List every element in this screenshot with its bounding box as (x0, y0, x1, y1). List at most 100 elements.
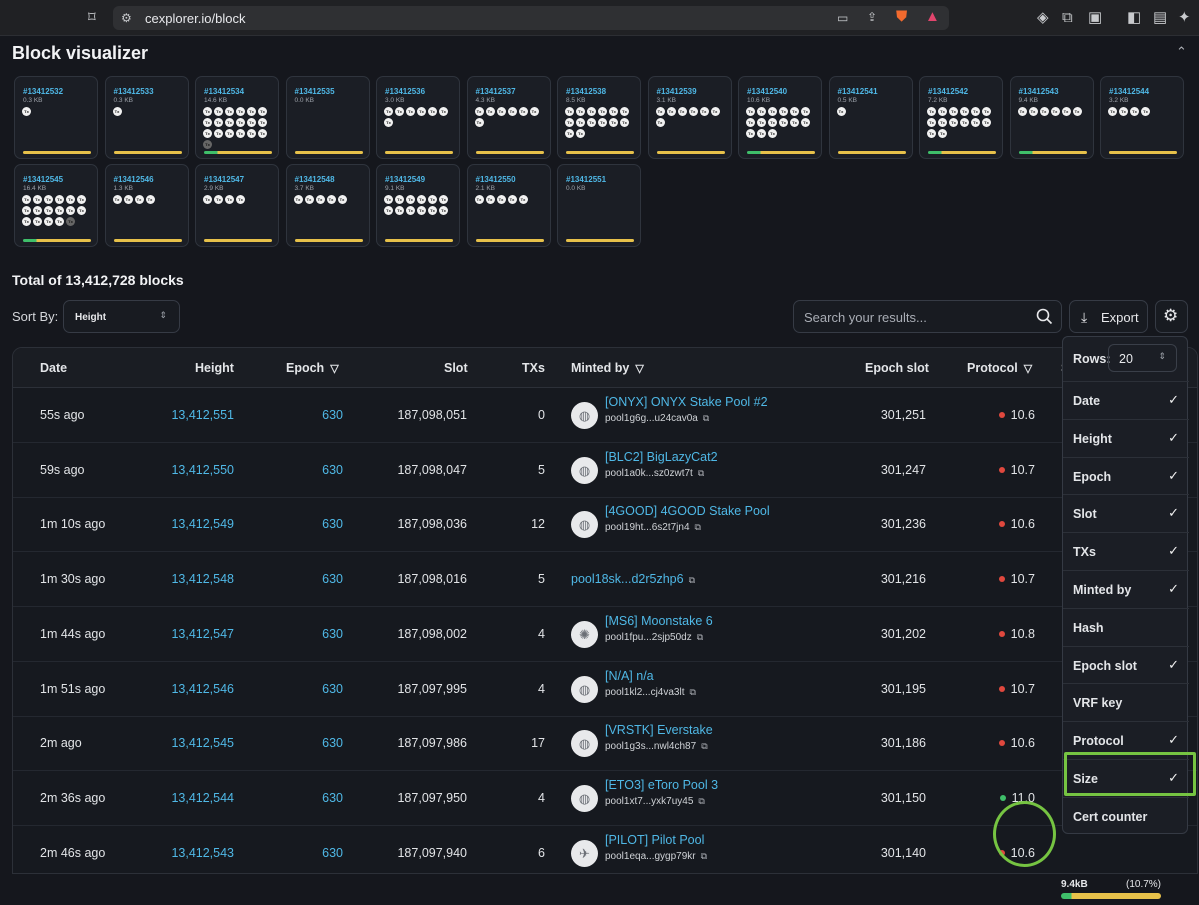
address-bar[interactable]: ⚙ cexplorer.io/block ▭ ⇪ ⛊ ▲ (113, 6, 949, 30)
tx-dot[interactable]: Tx (395, 195, 404, 204)
tx-dot[interactable]: Tx (439, 107, 448, 116)
tx-dot[interactable]: Tx (55, 206, 64, 215)
share-icon[interactable]: ⇪ (867, 10, 878, 24)
extensions-icon[interactable]: ⧉ (1062, 9, 1073, 26)
header-protocol[interactable]: Protocol ▽ (967, 361, 1032, 375)
tx-dot[interactable]: Tx (474, 195, 484, 204)
tx-dot[interactable]: Tx (384, 206, 393, 215)
height-link[interactable]: 13,412,549 (171, 517, 234, 532)
height-link[interactable]: 13,412,550 (171, 462, 234, 477)
header-minted-by[interactable]: Minted by ▽ (571, 361, 644, 375)
tx-dot[interactable]: Tx (258, 129, 267, 138)
tx-dot[interactable]: Tx (428, 195, 437, 204)
block-number[interactable]: #13412534 (204, 87, 245, 96)
block-card[interactable]: #13412540 10.6 KB Tx Tx Tx Tx Tx Tx Tx Tx Tx Tx Tx Tx… (738, 76, 822, 159)
block-number[interactable]: #13412533 (113, 87, 154, 96)
sidebar-icon[interactable]: ◧ (1127, 9, 1142, 26)
site-settings-icon[interactable]: ⚙ (121, 11, 132, 25)
tx-dot[interactable]: Tx (1017, 107, 1027, 116)
tx-dot[interactable]: Tx (779, 107, 788, 116)
tx-dot[interactable]: Tx (710, 107, 720, 116)
tx-dot[interactable]: Tx (214, 118, 223, 127)
block-card[interactable]: #13412544 3.2 KB Tx Tx Tx Tx (1100, 76, 1184, 159)
tx-dot[interactable]: Tx (77, 195, 86, 204)
tx-dot[interactable]: Tx (44, 217, 53, 226)
block-number[interactable]: #13412550 (475, 175, 516, 184)
block-number[interactable]: #13412545 (23, 175, 64, 184)
tx-dot[interactable]: Tx (960, 118, 969, 127)
pool-name-link[interactable]: [BLC2] BigLazyCat2 (605, 449, 718, 464)
tx-dot[interactable]: Tx (518, 107, 528, 116)
tx-dot[interactable]: Tx (236, 107, 245, 116)
block-number[interactable]: #13412540 (747, 87, 788, 96)
sort-select[interactable]: Height ⇕ (63, 300, 180, 333)
copy-icon[interactable]: ⧉ (696, 631, 704, 642)
collapse-chevron-icon[interactable]: ⌃ (1176, 44, 1187, 59)
tx-dot[interactable]: Tx (417, 206, 426, 215)
tx-dot[interactable]: Tx (699, 107, 709, 116)
search-input[interactable] (804, 308, 1024, 326)
url-text[interactable]: cexplorer.io/block (145, 11, 246, 26)
tx-dot[interactable]: Tx (203, 140, 212, 149)
tx-dot[interactable]: Tx (507, 107, 517, 116)
header-height[interactable]: Height (195, 361, 234, 375)
epoch-link[interactable]: 630 (322, 408, 343, 422)
tx-dot[interactable]: Tx (620, 118, 629, 127)
header-date[interactable]: Date (40, 361, 68, 375)
search-icon[interactable] (1036, 308, 1053, 325)
export-button[interactable]: ⤓ Export (1069, 300, 1148, 333)
tx-dot[interactable]: Tx (395, 206, 404, 215)
tx-dot[interactable]: Tx (1119, 107, 1128, 116)
tx-dot[interactable]: Tx (406, 195, 415, 204)
tx-dot[interactable]: Tx (949, 118, 958, 127)
tx-dot[interactable]: Tx (565, 129, 574, 138)
block-number[interactable]: #13412543 (1018, 87, 1059, 96)
tx-dot[interactable]: Tx (609, 107, 618, 116)
tx-dot[interactable]: Tx (609, 118, 618, 127)
column-option-epoch[interactable]: Epoch ✓ (1063, 456, 1189, 495)
tx-dot[interactable]: Tx (768, 107, 777, 116)
tx-dot[interactable]: Tx (971, 118, 980, 127)
block-card[interactable]: #13412536 3.0 KB Tx Tx Tx Tx Tx Tx Tx (376, 76, 460, 159)
column-option-hash[interactable]: Hash (1063, 607, 1189, 646)
pool-id-link[interactable]: pool18sk...d2r5zhp6 ⧉ (571, 572, 695, 586)
tx-dot[interactable]: Tx (688, 107, 698, 116)
tx-dot[interactable]: Tx (757, 107, 766, 116)
tx-dot[interactable]: Tx (225, 118, 234, 127)
brave-shield-icon[interactable]: ⛊ (896, 8, 908, 25)
tx-dot[interactable]: Tx (417, 195, 426, 204)
tx-dot[interactable]: Tx (203, 129, 212, 138)
reader-icon[interactable]: ▣ (1088, 9, 1103, 26)
tx-dot[interactable]: Tx (768, 118, 777, 127)
height-link[interactable]: 13,412,544 (171, 790, 234, 805)
epoch-link[interactable]: 630 (322, 681, 343, 696)
tx-dot[interactable]: Tx (790, 118, 799, 127)
block-card[interactable]: #13412548 3.7 KB Tx Tx Tx Tx Tx (285, 164, 370, 247)
epoch-link[interactable]: 630 (322, 626, 343, 641)
tx-dot[interactable]: Tx (938, 129, 947, 138)
tx-dot[interactable]: Tx (507, 195, 517, 204)
tx-dot[interactable]: Tx (801, 107, 810, 116)
tx-dot[interactable]: Tx (258, 107, 267, 116)
tx-dot[interactable]: Tx (587, 107, 596, 116)
tx-dot[interactable]: Tx (757, 118, 766, 127)
tx-dot[interactable]: Tx (326, 195, 336, 204)
block-number[interactable]: #13412535 (294, 87, 335, 96)
column-option-minted-by[interactable]: Minted by ✓ (1063, 570, 1189, 608)
tx-dot[interactable]: Tx (1050, 107, 1060, 116)
tx-dot[interactable]: Tx (428, 206, 437, 215)
pool-name-link[interactable]: [VRSTK] Everstake (605, 723, 713, 738)
tx-dot[interactable]: Tx (225, 107, 234, 116)
height-link[interactable]: 13,412,543 (171, 845, 234, 860)
tx-dot[interactable]: Tx (236, 129, 245, 138)
tx-dot[interactable]: Tx (395, 107, 404, 116)
tx-dot[interactable]: Tx (746, 129, 755, 138)
block-card[interactable]: #13412533 0.3 KB Tx (104, 76, 189, 159)
block-card[interactable]: #13412550 2.1 KB Tx Tx Tx Tx Tx (466, 164, 551, 247)
tx-dot[interactable]: Tx (529, 107, 539, 116)
tx-dot[interactable]: Tx (485, 107, 495, 116)
block-number[interactable]: #13412536 (385, 87, 426, 96)
tx-dot[interactable]: Tx (112, 107, 122, 116)
copy-icon[interactable]: ⧉ (689, 686, 696, 697)
tx-dot[interactable]: Tx (55, 195, 64, 204)
